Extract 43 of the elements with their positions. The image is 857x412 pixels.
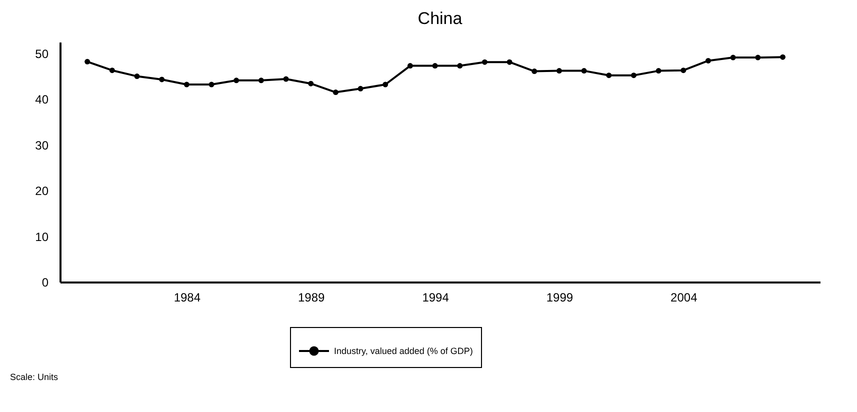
x-tick-label: 1999 xyxy=(546,290,574,304)
y-tick-label: 30 xyxy=(35,138,49,152)
point xyxy=(308,80,314,86)
point xyxy=(109,68,115,74)
point xyxy=(457,63,463,69)
x-tick-label: 2004 xyxy=(670,290,698,304)
point xyxy=(184,82,190,88)
point xyxy=(332,90,338,96)
point xyxy=(532,68,538,74)
point xyxy=(780,54,786,60)
point xyxy=(234,78,240,84)
point xyxy=(258,78,264,84)
point xyxy=(208,82,214,88)
text: Scale: Units xyxy=(10,372,59,382)
point xyxy=(432,63,438,69)
x-tick-label: 1984 xyxy=(174,290,201,304)
point xyxy=(382,82,388,88)
point xyxy=(705,58,711,64)
y-tick-label: 10 xyxy=(35,230,49,244)
point xyxy=(506,59,512,65)
point xyxy=(581,68,587,74)
point xyxy=(358,86,364,92)
y-tick-label: 50 xyxy=(35,46,49,61)
x-tick-label: 1994 xyxy=(422,290,450,304)
point xyxy=(482,59,488,65)
point xyxy=(606,72,612,78)
point xyxy=(730,54,736,60)
point xyxy=(556,68,562,74)
point xyxy=(159,76,165,82)
point xyxy=(656,68,662,74)
legend-label: Industry, valued added (% of GDP) xyxy=(334,346,473,356)
point xyxy=(84,58,90,64)
y-tick-label: 40 xyxy=(35,92,49,107)
y-tick-label: 0 xyxy=(42,276,49,290)
chart-title: China xyxy=(418,9,463,28)
y-tick-label: 20 xyxy=(35,184,49,198)
point xyxy=(407,63,413,69)
point xyxy=(755,54,761,60)
point xyxy=(680,68,686,74)
point xyxy=(134,74,140,80)
x-tick-label: 1989 xyxy=(298,290,326,304)
point xyxy=(283,76,289,82)
point xyxy=(630,72,636,78)
